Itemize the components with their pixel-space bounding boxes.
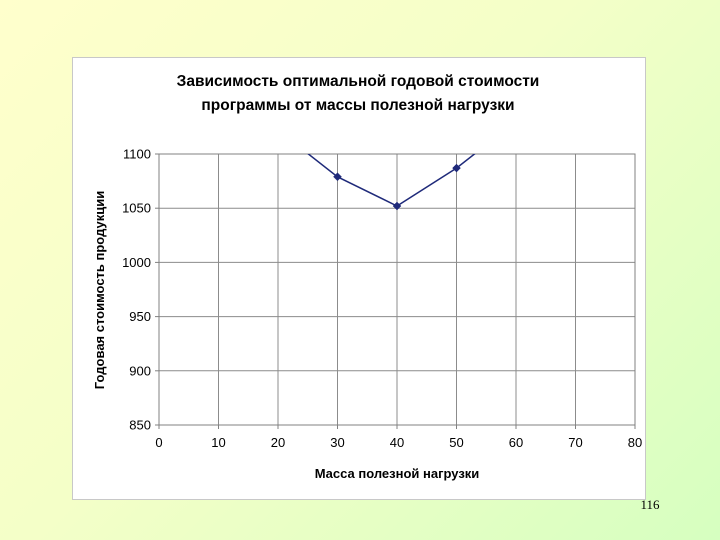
data-point (452, 163, 461, 173)
data-point (392, 201, 402, 211)
y-axis-ticks: 850 900 950 1000 1050 1100 (122, 147, 159, 433)
chart-title-line-2: программы от массы полезной нагрузки (201, 97, 514, 114)
line-chart: Зависимость оптимальной годовой стоимост… (92, 73, 642, 481)
x-tick-label: 20 (271, 435, 285, 450)
x-tick-label: 80 (628, 435, 642, 450)
y-tick-label: 1050 (122, 201, 151, 216)
x-tick-label: 70 (568, 435, 582, 450)
y-tick-label: 1100 (123, 147, 151, 162)
series (307, 154, 476, 211)
y-axis-label: Годовая стоимость продукции (92, 191, 107, 389)
chart-area: Зависимость оптимальной годовой стоимост… (72, 57, 646, 500)
x-tick-label: 50 (449, 435, 463, 450)
data-point (333, 172, 342, 182)
x-axis-label: Масса полезной нагрузки (315, 466, 480, 481)
x-axis-ticks: 0 10 20 30 40 50 60 70 80 (155, 425, 642, 450)
grid (158, 153, 636, 426)
x-tick-label: 40 (390, 435, 404, 450)
y-tick-label: 850 (129, 418, 151, 433)
x-tick-label: 0 (155, 435, 162, 450)
y-tick-label: 950 (129, 309, 151, 324)
y-tick-label: 1000 (122, 255, 151, 270)
x-tick-label: 60 (509, 435, 523, 450)
slide-number: 116 (640, 497, 660, 512)
x-tick-label: 30 (330, 435, 344, 450)
chart-title-line-1: Зависимость оптимальной годовой стоимост… (177, 73, 540, 90)
x-tick-label: 10 (211, 435, 225, 450)
y-tick-label: 900 (129, 363, 151, 378)
